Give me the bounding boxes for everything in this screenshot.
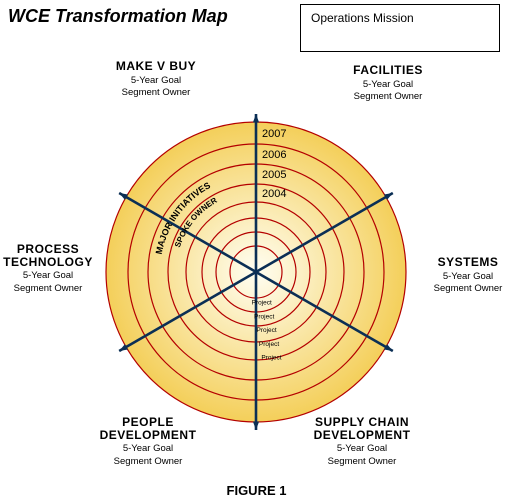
year-label: 2004 [262, 188, 286, 200]
project-label: Project [261, 355, 281, 362]
spoke-subtext: 5-Year GoalSegment Owner [398, 271, 513, 297]
year-label: 2007 [262, 128, 286, 140]
spoke-title: FACILITIES [318, 64, 458, 77]
spoke-label-block: PROCESSTECHNOLOGY5-Year GoalSegment Owne… [0, 243, 118, 296]
spoke-label-block: SYSTEMS 5-Year GoalSegment Owner [398, 256, 513, 296]
spoke-subtext: 5-Year GoalSegment Owner [86, 75, 226, 101]
spoke-label-block: MAKE V BUY 5-Year GoalSegment Owner [86, 60, 226, 100]
spoke-subtext: 5-Year GoalSegment Owner [292, 443, 432, 469]
project-label: Project [252, 299, 272, 306]
spoke-subtext: 5-Year GoalSegment Owner [78, 443, 218, 469]
project-label: Project [256, 327, 276, 334]
spoke-title: SUPPLY CHAINDEVELOPMENT [292, 416, 432, 441]
figure-label: FIGURE 1 [0, 483, 513, 498]
spoke-label-block: PEOPLEDEVELOPMENT5-Year GoalSegment Owne… [78, 416, 218, 469]
spoke-subtext: 5-Year GoalSegment Owner [318, 79, 458, 105]
transformation-map-root: { "title": "WCE Transformation Map", "ti… [0, 0, 513, 502]
project-label: Project [254, 313, 274, 320]
arrowhead-icon [253, 422, 259, 430]
project-label: Project [259, 341, 279, 348]
year-label: 2006 [262, 149, 286, 161]
spoke-subtext: 5-Year GoalSegment Owner [0, 270, 118, 296]
spoke-label-block: FACILITIES 5-Year GoalSegment Owner [318, 64, 458, 104]
year-label: 2005 [262, 169, 286, 181]
spoke-title: MAKE V BUY [86, 60, 226, 73]
spoke-label-block: SUPPLY CHAINDEVELOPMENT5-Year GoalSegmen… [292, 416, 432, 469]
spoke-title: PROCESSTECHNOLOGY [0, 243, 118, 268]
arrowhead-icon [253, 114, 259, 122]
spoke-title: SYSTEMS [398, 256, 513, 269]
spoke-title: PEOPLEDEVELOPMENT [78, 416, 218, 441]
